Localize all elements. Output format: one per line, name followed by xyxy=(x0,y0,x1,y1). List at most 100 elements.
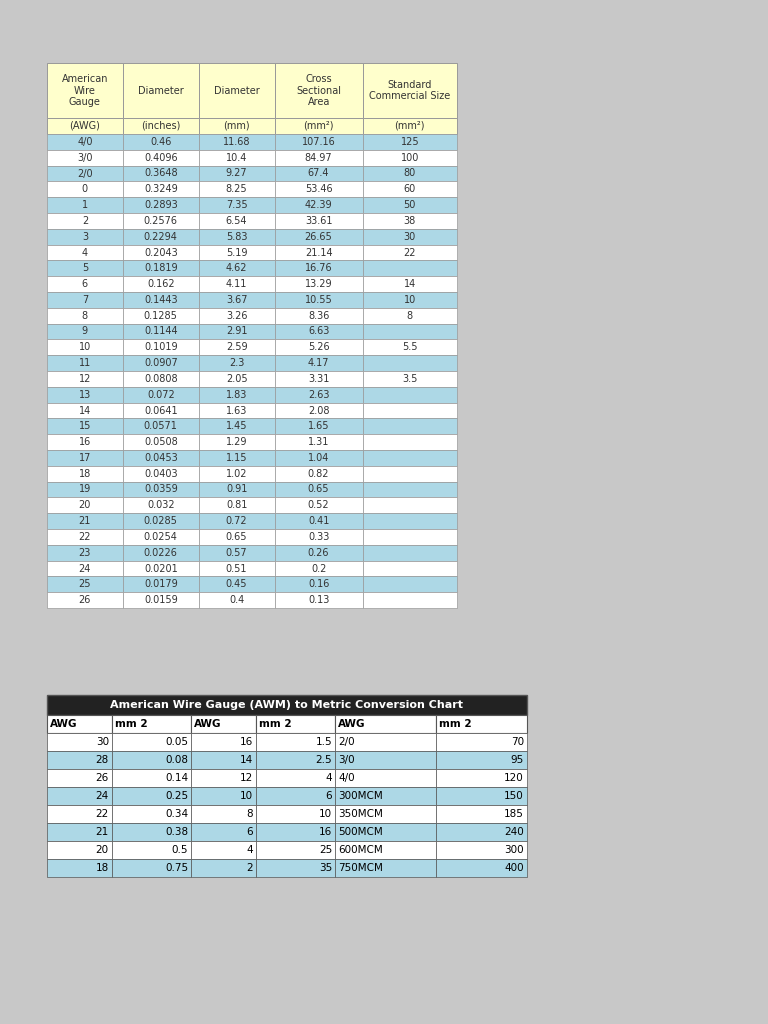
Text: 5.26: 5.26 xyxy=(308,342,329,352)
Text: 0.34: 0.34 xyxy=(165,809,188,819)
Bar xyxy=(274,166,362,181)
Bar xyxy=(191,733,256,751)
Bar xyxy=(256,769,335,787)
Text: 0.0359: 0.0359 xyxy=(144,484,177,495)
Bar xyxy=(199,481,274,498)
Bar xyxy=(112,769,191,787)
Text: 0.52: 0.52 xyxy=(308,501,329,510)
Bar xyxy=(47,715,112,733)
Bar xyxy=(123,213,199,228)
Bar xyxy=(199,63,274,118)
Text: 35: 35 xyxy=(319,863,332,873)
Bar xyxy=(199,513,274,529)
Bar xyxy=(362,245,457,260)
Text: AWG: AWG xyxy=(338,719,366,729)
Text: 0.08: 0.08 xyxy=(165,755,188,765)
Bar xyxy=(191,859,256,877)
Text: 1.15: 1.15 xyxy=(226,453,247,463)
Text: 4.17: 4.17 xyxy=(308,358,329,368)
Text: 240: 240 xyxy=(505,827,524,837)
Text: 70: 70 xyxy=(511,737,524,746)
Bar xyxy=(362,419,457,434)
Bar xyxy=(112,823,191,841)
Bar xyxy=(47,245,123,260)
Bar xyxy=(199,560,274,577)
Bar xyxy=(47,560,123,577)
Bar xyxy=(274,355,362,371)
Text: 53.46: 53.46 xyxy=(305,184,333,195)
Text: 2.91: 2.91 xyxy=(226,327,247,337)
Bar xyxy=(362,213,457,228)
Bar xyxy=(274,419,362,434)
Text: 0.65: 0.65 xyxy=(308,484,329,495)
Bar xyxy=(47,787,112,805)
Text: 15: 15 xyxy=(79,421,91,431)
Bar xyxy=(47,859,112,877)
Bar xyxy=(199,419,274,434)
Text: 0.75: 0.75 xyxy=(165,863,188,873)
Bar xyxy=(274,63,362,118)
Text: 4: 4 xyxy=(82,248,88,257)
Text: 4/0: 4/0 xyxy=(77,137,93,146)
Text: 10: 10 xyxy=(240,791,253,801)
Bar xyxy=(362,560,457,577)
Text: 26: 26 xyxy=(79,595,91,605)
Bar xyxy=(112,805,191,823)
Text: 0.0254: 0.0254 xyxy=(144,531,177,542)
Bar xyxy=(123,529,199,545)
Text: 0.0907: 0.0907 xyxy=(144,358,177,368)
Text: 11: 11 xyxy=(79,358,91,368)
Text: 0.13: 0.13 xyxy=(308,595,329,605)
Bar xyxy=(274,371,362,387)
Text: 0.0226: 0.0226 xyxy=(144,548,177,558)
Bar xyxy=(274,245,362,260)
Bar xyxy=(335,769,435,787)
Bar xyxy=(112,841,191,859)
Bar xyxy=(335,787,435,805)
Bar xyxy=(199,198,274,213)
Text: (inches): (inches) xyxy=(141,121,180,131)
Bar xyxy=(274,402,362,419)
Bar xyxy=(123,387,199,402)
Bar xyxy=(47,166,123,181)
Bar xyxy=(335,859,435,877)
Text: 13.29: 13.29 xyxy=(305,280,333,289)
Text: 67.4: 67.4 xyxy=(308,169,329,178)
Bar xyxy=(47,308,123,324)
Text: (mm²): (mm²) xyxy=(395,121,425,131)
Bar xyxy=(123,181,199,198)
Text: 17: 17 xyxy=(79,453,91,463)
Text: 0.0159: 0.0159 xyxy=(144,595,177,605)
Bar xyxy=(199,276,274,292)
Text: 0.162: 0.162 xyxy=(147,280,174,289)
Bar xyxy=(123,466,199,481)
Bar xyxy=(123,118,199,134)
Bar xyxy=(123,402,199,419)
Bar xyxy=(435,733,527,751)
Text: 50: 50 xyxy=(404,200,416,210)
Text: 6.54: 6.54 xyxy=(226,216,247,226)
Bar xyxy=(123,228,199,245)
Bar xyxy=(362,450,457,466)
Text: 95: 95 xyxy=(511,755,524,765)
Text: 8: 8 xyxy=(82,310,88,321)
Text: 300MCM: 300MCM xyxy=(338,791,382,801)
Bar xyxy=(335,823,435,841)
Bar xyxy=(123,434,199,450)
Bar xyxy=(362,63,457,118)
Bar xyxy=(199,150,274,166)
Bar xyxy=(362,529,457,545)
Bar xyxy=(199,260,274,276)
Text: 0.72: 0.72 xyxy=(226,516,247,526)
Bar xyxy=(191,805,256,823)
Text: 0.1019: 0.1019 xyxy=(144,342,177,352)
Bar xyxy=(47,150,123,166)
Bar xyxy=(123,276,199,292)
Bar xyxy=(123,134,199,150)
Bar xyxy=(362,498,457,513)
Text: 0.57: 0.57 xyxy=(226,548,247,558)
Text: 20: 20 xyxy=(96,845,109,855)
Bar xyxy=(362,371,457,387)
Bar xyxy=(123,245,199,260)
Bar xyxy=(362,228,457,245)
